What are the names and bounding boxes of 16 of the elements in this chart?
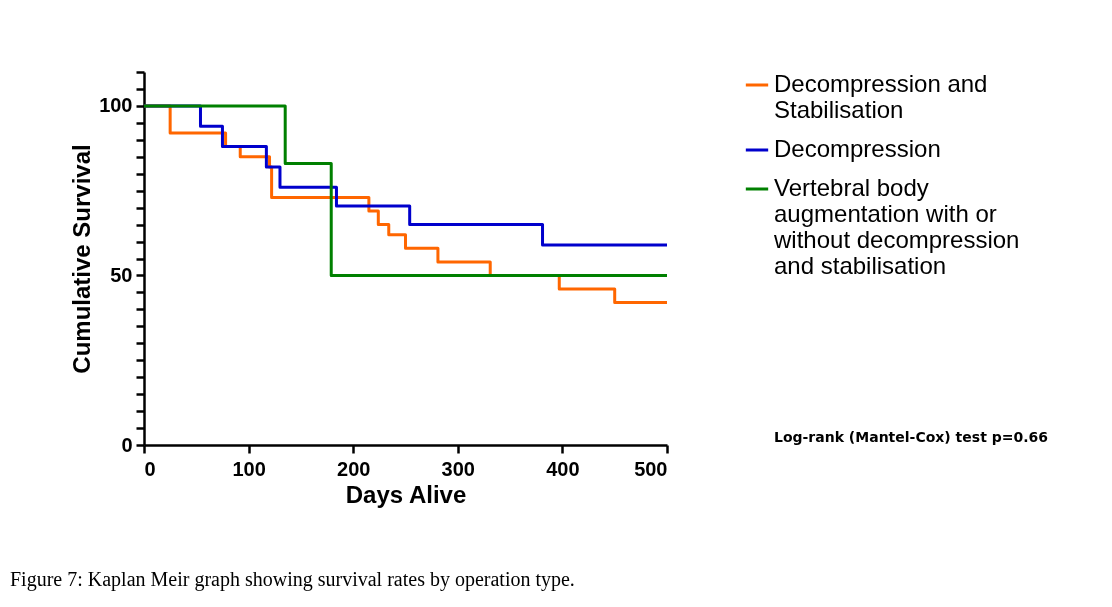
text: Log-rank (Mantel-Cox) test p=0.66 [774, 429, 1048, 445]
caption: Figure 7: Kaplan Meir graph showing survival rates by operation type. [10, 568, 575, 591]
x-tick-label: 100 [232, 457, 266, 480]
x-tick-label: 300 [441, 457, 475, 480]
y-axis-title: Cumulative Survival [68, 144, 96, 374]
x-tick-label: 500 [634, 457, 668, 480]
y-tick-label: 0 [121, 433, 133, 456]
x-tick-label: 0 [144, 457, 156, 480]
legend-label: Decompression and Stabilisation [774, 70, 988, 123]
x-tick-label: 200 [337, 457, 371, 480]
legend-label: Vertebral body augmentation with or without decompression and stabilisation [773, 174, 1020, 279]
x-axis-title: Days Alive [345, 480, 467, 508]
legend-label: Decompression [774, 135, 941, 162]
y-tick-label: 50 [110, 263, 133, 286]
x-tick-label: 400 [546, 457, 580, 480]
y-tick-label: 100 [99, 94, 133, 117]
